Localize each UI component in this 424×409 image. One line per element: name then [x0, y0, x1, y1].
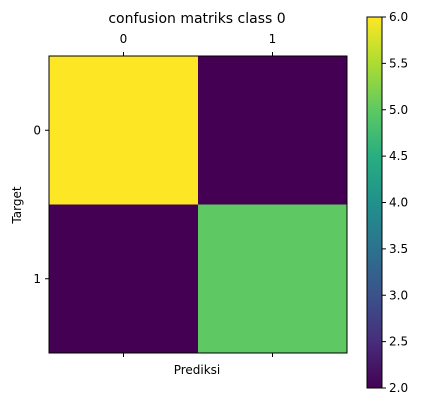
- colorbar-tick-label: 4.0: [389, 196, 408, 210]
- heatmap-cell: [198, 204, 347, 353]
- x-axis-label: Prediksi: [174, 363, 221, 377]
- colorbar-tick-label: 3.0: [389, 288, 408, 302]
- colorbar-tick-label: 4.5: [389, 149, 408, 163]
- heatmap-cells: [49, 56, 347, 353]
- y-axis-label: Target: [10, 186, 24, 224]
- heatmap-cell: [49, 56, 198, 205]
- colorbar-tick-label: 6.0: [389, 10, 408, 24]
- chart-title: confusion matriks class 0: [108, 11, 285, 27]
- heatmap-cell: [198, 56, 347, 205]
- heatmap-cell: [49, 204, 198, 353]
- colorbar-tick-label: 2.5: [389, 335, 408, 349]
- y-tick-label: 0: [33, 123, 41, 137]
- colorbar-tick-label: 5.0: [389, 103, 408, 117]
- colorbar-tick-label: 3.5: [389, 242, 408, 256]
- plot-frame: [48, 55, 348, 354]
- x-tick-label: 1: [269, 32, 277, 46]
- colorbar-ticks: 2.0 2.5 3.0 3.5 4.0 4.5 5.0 5.5 6.0: [382, 10, 408, 395]
- colorbar-tick-label: 5.5: [389, 56, 408, 70]
- y-tick-label: 1: [33, 272, 41, 286]
- y-ticks: 01: [33, 123, 49, 286]
- colorbar: [366, 16, 383, 389]
- x-tick-label: 0: [120, 32, 128, 46]
- colorbar-tick-label: 2.0: [389, 381, 408, 395]
